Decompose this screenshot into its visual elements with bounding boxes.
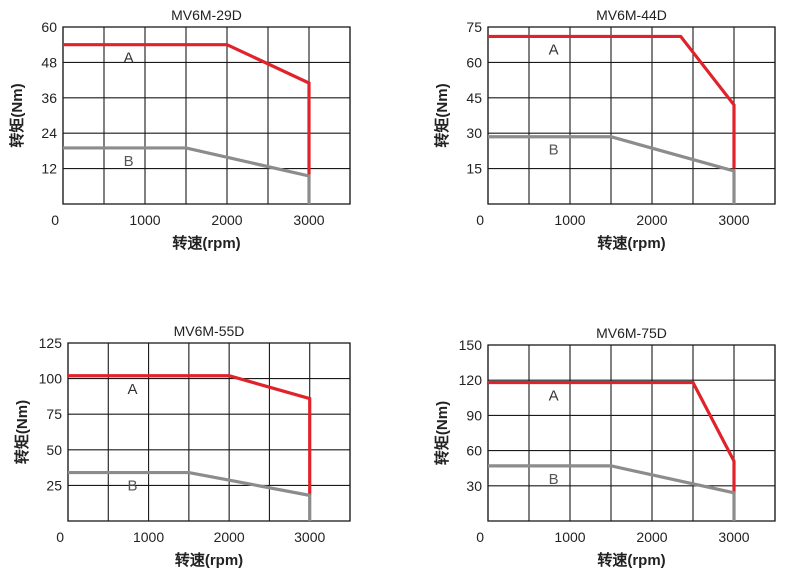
x-tick-label: 0 — [476, 212, 484, 228]
y-tick-label: 25 — [46, 477, 62, 493]
y-tick-label: 36 — [41, 90, 57, 106]
y-tick-label: 120 — [459, 372, 483, 388]
series-label-a: A — [549, 41, 559, 58]
x-tick-label: 1000 — [554, 212, 585, 228]
x-tick-label: 0 — [476, 529, 484, 545]
chart-mv6m-75d: MV6M-75D 30 60 90 120 150 0 1000 2000 3000 转速(rpm)… — [433, 325, 776, 569]
y-axis-label: 转矩(Nm) — [433, 401, 451, 465]
y-tick-label: 30 — [466, 125, 482, 141]
y-tick-label: 24 — [41, 125, 57, 141]
series-line-b — [488, 135, 736, 204]
y-axis-label: 转矩(Nm) — [8, 83, 26, 147]
y-tick-label: 60 — [41, 19, 57, 35]
plot-frame — [67, 342, 351, 522]
series-line-a — [68, 374, 312, 496]
y-tick-label: 100 — [39, 371, 63, 387]
chart-mv6m-55d: MV6M-55D 25 50 75 100 125 0 1000 2000 3000 转速(rpm)… — [13, 323, 351, 569]
x-tick-label: 2000 — [636, 529, 667, 545]
series-label-b: B — [124, 153, 134, 170]
series-line-b — [63, 146, 311, 204]
plot-frame — [487, 26, 776, 205]
chart-mv6m-29d: MV6M-29D 12 24 36 48 60 0 1000 2000 3000 转速(rpm) 转矩… — [8, 7, 351, 252]
y-tick-label: 48 — [41, 54, 57, 70]
chart-title: MV6M-29D — [171, 7, 242, 23]
series-label-b: B — [549, 471, 559, 488]
x-tick-label: 3000 — [718, 529, 749, 545]
chart-title: MV6M-55D — [174, 323, 245, 339]
y-tick-label: 50 — [46, 442, 62, 458]
y-axis-label: 转矩(Nm) — [433, 83, 451, 147]
x-tick-label: 3000 — [718, 212, 749, 228]
y-tick-label: 15 — [466, 161, 482, 177]
y-tick-label: 30 — [466, 478, 482, 494]
x-tick-label: 0 — [56, 529, 64, 545]
y-tick-label: 12 — [41, 161, 57, 177]
series-label-a: A — [127, 381, 137, 398]
x-axis-label: 转速(rpm) — [597, 551, 665, 569]
series-label-b: B — [549, 142, 559, 159]
y-tick-label: 150 — [459, 337, 483, 353]
x-tick-label: 2000 — [636, 212, 667, 228]
grid — [487, 26, 776, 205]
x-tick-label: 1000 — [133, 529, 164, 545]
series-label-a: A — [549, 388, 559, 405]
y-axis-label: 转矩(Nm) — [13, 400, 31, 464]
x-tick-label: 2000 — [214, 529, 245, 545]
y-tick-label: 75 — [46, 406, 62, 422]
y-tick-label: 60 — [466, 54, 482, 70]
series-label-b: B — [127, 478, 137, 495]
chart-mv6m-44d: MV6M-44D 15 30 45 60 75 0 1000 2000 3000 转速(rpm) 转矩… — [433, 7, 776, 252]
grid — [487, 344, 776, 522]
y-tick-label: 125 — [39, 335, 63, 351]
x-tick-label: 3000 — [294, 529, 325, 545]
series-line-a — [488, 380, 736, 493]
series-line-b — [488, 464, 736, 521]
chart-title: MV6M-75D — [596, 325, 667, 341]
series-line-b — [68, 470, 312, 521]
grid — [62, 26, 351, 205]
x-axis-label: 转速(rpm) — [175, 551, 243, 569]
y-tick-label: 45 — [466, 90, 482, 106]
x-axis-label: 转速(rpm) — [172, 234, 240, 252]
series-line-a — [63, 43, 311, 175]
x-tick-label: 2000 — [211, 212, 242, 228]
x-tick-label: 0 — [51, 212, 59, 228]
y-tick-label: 90 — [466, 407, 482, 423]
y-tick-label: 60 — [466, 443, 482, 459]
series-line-a — [488, 34, 736, 169]
x-tick-label: 1000 — [554, 529, 585, 545]
series-label-a: A — [124, 50, 134, 67]
plot-frame — [62, 26, 351, 205]
y-tick-label: 75 — [466, 19, 482, 35]
x-tick-label: 1000 — [129, 212, 160, 228]
x-tick-label: 3000 — [293, 212, 324, 228]
x-axis-label: 转速(rpm) — [597, 234, 665, 252]
chart-title: MV6M-44D — [596, 7, 667, 23]
plot-frame — [487, 344, 776, 522]
